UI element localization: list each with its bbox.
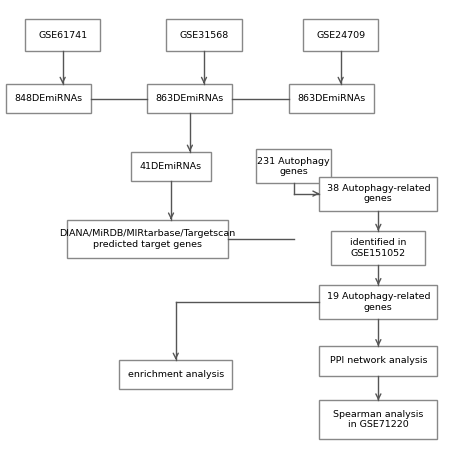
- Text: 863DEmiRNAs: 863DEmiRNAs: [297, 94, 365, 103]
- Text: 863DEmiRNAs: 863DEmiRNAs: [156, 94, 224, 103]
- Text: 38 Autophagy-related
genes: 38 Autophagy-related genes: [327, 184, 430, 203]
- FancyBboxPatch shape: [289, 84, 374, 113]
- FancyBboxPatch shape: [166, 20, 242, 51]
- Text: PPI network analysis: PPI network analysis: [329, 356, 427, 365]
- FancyBboxPatch shape: [256, 150, 331, 183]
- FancyBboxPatch shape: [303, 20, 378, 51]
- Text: enrichment analysis: enrichment analysis: [128, 370, 224, 379]
- FancyBboxPatch shape: [147, 84, 232, 113]
- Text: 41DEmiRNAs: 41DEmiRNAs: [140, 162, 202, 171]
- FancyBboxPatch shape: [131, 152, 211, 181]
- Text: Spearman analysis
in GSE71220: Spearman analysis in GSE71220: [333, 410, 424, 430]
- FancyBboxPatch shape: [119, 360, 232, 389]
- Text: DIANA/MiRDB/MIRtarbase/Targetscan
predicted target genes: DIANA/MiRDB/MIRtarbase/Targetscan predic…: [59, 229, 236, 248]
- FancyBboxPatch shape: [25, 20, 100, 51]
- Text: GSE31568: GSE31568: [179, 31, 228, 40]
- Text: identified in
GSE151052: identified in GSE151052: [350, 238, 407, 258]
- Text: 231 Autophagy
genes: 231 Autophagy genes: [257, 157, 330, 176]
- FancyBboxPatch shape: [319, 346, 438, 376]
- FancyBboxPatch shape: [331, 231, 426, 265]
- Text: 19 Autophagy-related
genes: 19 Autophagy-related genes: [327, 293, 430, 312]
- FancyBboxPatch shape: [67, 220, 228, 258]
- FancyBboxPatch shape: [6, 84, 91, 113]
- FancyBboxPatch shape: [319, 400, 438, 439]
- FancyBboxPatch shape: [319, 177, 438, 211]
- FancyBboxPatch shape: [319, 285, 438, 319]
- Text: GSE61741: GSE61741: [38, 31, 87, 40]
- Text: GSE24709: GSE24709: [316, 31, 365, 40]
- Text: 848DEmiRNAs: 848DEmiRNAs: [14, 94, 82, 103]
